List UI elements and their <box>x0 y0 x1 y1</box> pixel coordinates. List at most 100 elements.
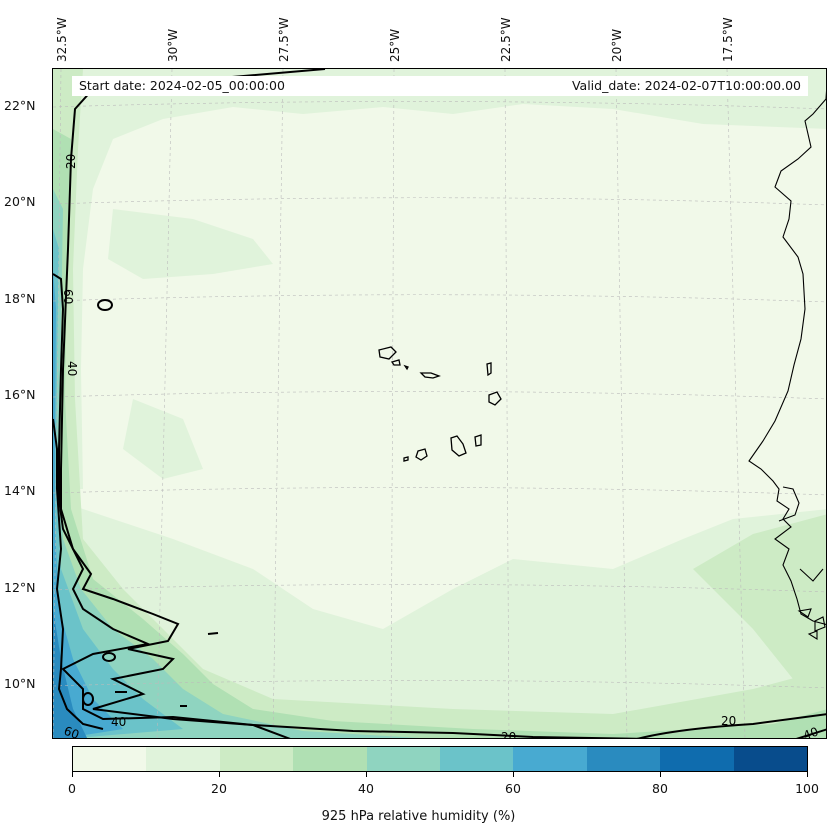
humidity-fill <box>53 69 826 738</box>
gridline-lon-30w <box>156 69 173 738</box>
contour-label-40-lower: 40 <box>111 715 126 729</box>
island-brava <box>403 456 409 462</box>
gridline-lat-12n <box>53 584 826 593</box>
contour-lines <box>53 69 826 738</box>
colorbar-tick-label-20: 20 <box>211 781 227 796</box>
contour-label-60-lower: 60 <box>62 724 81 739</box>
lon-label-22-5w: 22.5°W <box>499 17 513 62</box>
contour-40-right <box>796 728 826 738</box>
humidity-zone-10-20-south <box>53 499 826 738</box>
lon-label-32-5w: 32.5°W <box>55 17 69 62</box>
colorbar-tick <box>807 772 808 777</box>
humidity-zone-10-20-patch2 <box>123 399 203 479</box>
island-sao-vicente <box>390 359 401 366</box>
gridline-lat-18n <box>53 294 826 303</box>
contour-closed-loop-2 <box>102 652 116 662</box>
gridline-lon-20w <box>615 69 628 738</box>
colorbar-segment <box>366 747 441 771</box>
colorbar-segment <box>293 747 367 771</box>
coastline-africa <box>748 90 826 640</box>
valid-date-text: Valid_date: 2024-02-07T10:00:00.00 <box>571 78 801 93</box>
colorbar-tick <box>219 772 220 777</box>
map-canvas: 20 60 40 40 60 20 20 40 <box>53 69 826 739</box>
colorbar-segment <box>73 747 147 771</box>
contour-closed-loop-1 <box>97 299 113 311</box>
gridline-lon-22-5w <box>504 69 510 738</box>
colorbar-tick <box>72 772 73 777</box>
coastline-bijagos-1 <box>797 608 812 618</box>
contour-label-40-right: 40 <box>801 724 820 739</box>
colorbar-tick-label-100: 100 <box>795 781 819 796</box>
island-santo-antao <box>378 346 397 360</box>
contour-closed-loop-3 <box>82 692 94 706</box>
colorbar-title: 925 hPa relative humidity (%) <box>321 809 516 824</box>
colorbar-segment <box>440 747 514 771</box>
gridline-lat-14n <box>53 487 826 496</box>
colorbar-segment <box>660 747 734 771</box>
lon-label-17-5w: 17.5°W <box>721 17 735 62</box>
colorbar-tick <box>660 772 661 777</box>
colorbar-segment <box>733 747 808 771</box>
gridline-lon-27-5w <box>272 69 284 738</box>
colorbar-segment <box>586 747 661 771</box>
contour-label-20-upper: 20 <box>64 154 78 169</box>
colorbar-segment <box>219 747 294 771</box>
coastline-bijagos-3 <box>807 630 818 640</box>
lat-label-12n: 12°N <box>4 580 36 595</box>
contour-label-20-right: 20 <box>721 714 736 728</box>
island-sao-nicolau <box>419 372 441 379</box>
gridline-lat-20n <box>53 197 826 206</box>
coastline-senegal-delta <box>778 486 800 522</box>
island-sal <box>486 362 492 377</box>
gridline-lat-22n <box>53 101 826 110</box>
colorbar-tick <box>366 772 367 777</box>
colorbar-tick-label-40: 40 <box>358 781 374 796</box>
contour-20-right <box>636 713 826 738</box>
coastline-bijagos-2 <box>814 616 826 632</box>
colorbar-tick <box>513 772 514 777</box>
humidity-zone-20-30-right <box>693 514 826 679</box>
humidity-zone-10-20-north <box>53 69 826 489</box>
gridlines <box>53 69 826 738</box>
contour-label-20-bottom: 20 <box>501 730 516 739</box>
island-fogo <box>415 448 428 461</box>
gridline-lon-32-5w <box>53 69 62 738</box>
island-boa-vista <box>488 391 502 406</box>
lat-label-16n: 16°N <box>4 387 36 402</box>
colorbar-tick-label-80: 80 <box>652 781 668 796</box>
coastline-mainland <box>748 90 826 626</box>
contour-label-40-upper: 40 <box>65 361 79 376</box>
lat-label-14n: 14°N <box>4 483 36 498</box>
lat-label-22n: 22°N <box>4 98 36 113</box>
info-box: Start date: 2024-02-05_00:00:00 Valid_da… <box>72 76 808 96</box>
gridline-lon-17-5w <box>726 69 746 738</box>
contour-fragment-2 <box>207 632 219 635</box>
gridline-lon-25w <box>390 69 395 738</box>
islands <box>378 346 502 462</box>
map-frame[interactable]: 20 60 40 40 60 20 20 40 <box>52 68 827 739</box>
lon-label-20w: 20°W <box>610 28 624 62</box>
colorbar-tick-label-0: 0 <box>68 781 76 796</box>
colorbar-segment <box>146 747 220 771</box>
humidity-zone-10-20-patch1 <box>108 209 273 279</box>
colorbar-tick-label-60: 60 <box>505 781 521 796</box>
lat-label-18n: 18°N <box>4 291 36 306</box>
humidity-zone-70-80 <box>53 609 88 738</box>
start-date-text: Start date: 2024-02-05_00:00:00 <box>79 78 285 93</box>
lon-label-27-5w: 27.5°W <box>277 17 291 62</box>
contour-40-left <box>53 273 291 738</box>
contour-60-left <box>53 418 104 730</box>
lat-label-10n: 10°N <box>4 676 36 691</box>
gridline-lat-16n <box>53 391 826 400</box>
lon-label-25w: 25°W <box>388 28 402 62</box>
island-santiago <box>450 435 467 457</box>
lon-label-30w: 30°W <box>166 28 180 62</box>
island-santa-luzia <box>403 364 409 371</box>
contour-20-left <box>60 69 654 738</box>
contour-label-60-upper: 60 <box>61 289 75 304</box>
colorbar <box>72 746 808 772</box>
colorbar-segment <box>513 747 587 771</box>
island-maio <box>474 434 482 447</box>
lat-label-20n: 20°N <box>4 194 36 209</box>
gridline-lat-10n <box>53 680 826 689</box>
